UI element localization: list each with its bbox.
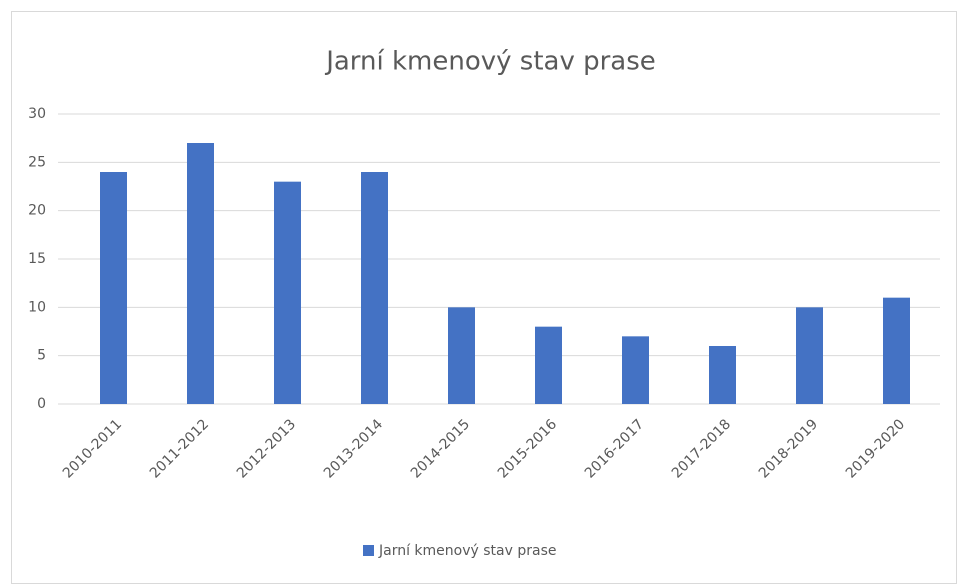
bar [361, 172, 388, 404]
legend-swatch [363, 545, 374, 556]
bar [883, 297, 910, 404]
y-tick-label: 15 [28, 251, 46, 267]
legend-label: Jarní kmenový stav prase [378, 543, 556, 559]
y-tick-label: 20 [28, 203, 46, 219]
chart-title: Jarní kmenový stav prase [324, 47, 656, 77]
bar [187, 143, 214, 404]
bar [100, 172, 127, 404]
bar [796, 307, 823, 404]
bar [622, 336, 649, 404]
bar [535, 326, 562, 404]
y-tick-label: 30 [28, 106, 46, 122]
y-tick-label: 10 [28, 299, 46, 315]
bar [274, 181, 301, 404]
y-tick-label: 25 [28, 154, 46, 170]
y-tick-label: 0 [37, 396, 46, 412]
bar [709, 346, 736, 404]
bar [448, 307, 475, 404]
chart-border [11, 11, 957, 584]
y-tick-label: 5 [37, 348, 46, 364]
